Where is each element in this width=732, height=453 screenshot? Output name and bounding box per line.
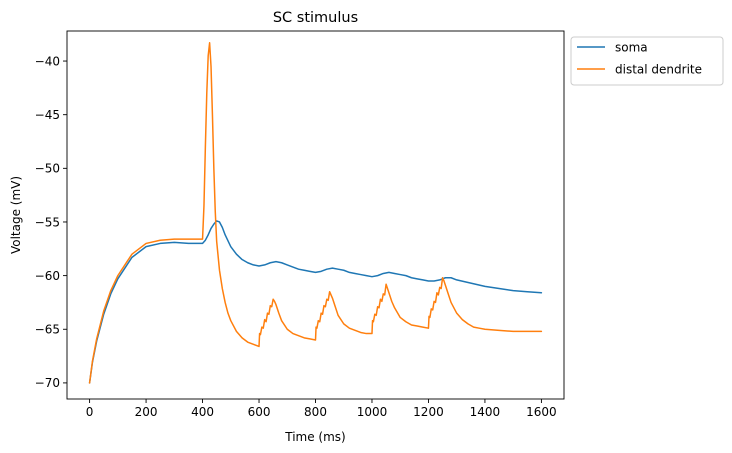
y-tick-label: −50	[35, 162, 60, 176]
x-tick-label: 600	[248, 405, 271, 419]
x-axis-ticks: 0 200 400 600 800 1000 1200 1400 1600	[86, 399, 557, 419]
x-tick-label: 200	[135, 405, 158, 419]
plot-frame	[66, 30, 565, 400]
x-tick-label: 1200	[413, 405, 444, 419]
series-line-distal-dendrite	[88, 42, 543, 384]
series-layer	[88, 42, 543, 384]
y-tick-label: −45	[35, 108, 60, 122]
plot-area	[88, 42, 543, 384]
y-tick-label: −55	[35, 215, 60, 229]
x-axis-label: Time (ms)	[284, 430, 346, 444]
y-tick-label: −60	[35, 269, 60, 283]
y-axis-label: Voltage (mV)	[9, 176, 23, 254]
legend-label: soma	[615, 40, 648, 54]
y-tick-label: −40	[35, 54, 60, 68]
y-axis-ticks: −70 −65 −60 −55 −50 −45 −40	[35, 54, 67, 390]
legend-frame	[570, 36, 724, 86]
x-tick-label: 400	[191, 405, 214, 419]
x-tick-label: 1600	[526, 405, 557, 419]
y-tick-label: −70	[35, 376, 60, 390]
x-tick-label: 1000	[357, 405, 388, 419]
series-line-soma	[88, 220, 543, 384]
x-tick-label: 0	[86, 405, 94, 419]
chart-title: SC stimulus	[273, 10, 358, 26]
legend: soma distal dendrite	[570, 36, 724, 86]
legend-label: distal dendrite	[615, 62, 702, 76]
y-tick-label: −65	[35, 323, 60, 337]
x-tick-label: 1400	[470, 405, 501, 419]
x-tick-label: 800	[304, 405, 327, 419]
